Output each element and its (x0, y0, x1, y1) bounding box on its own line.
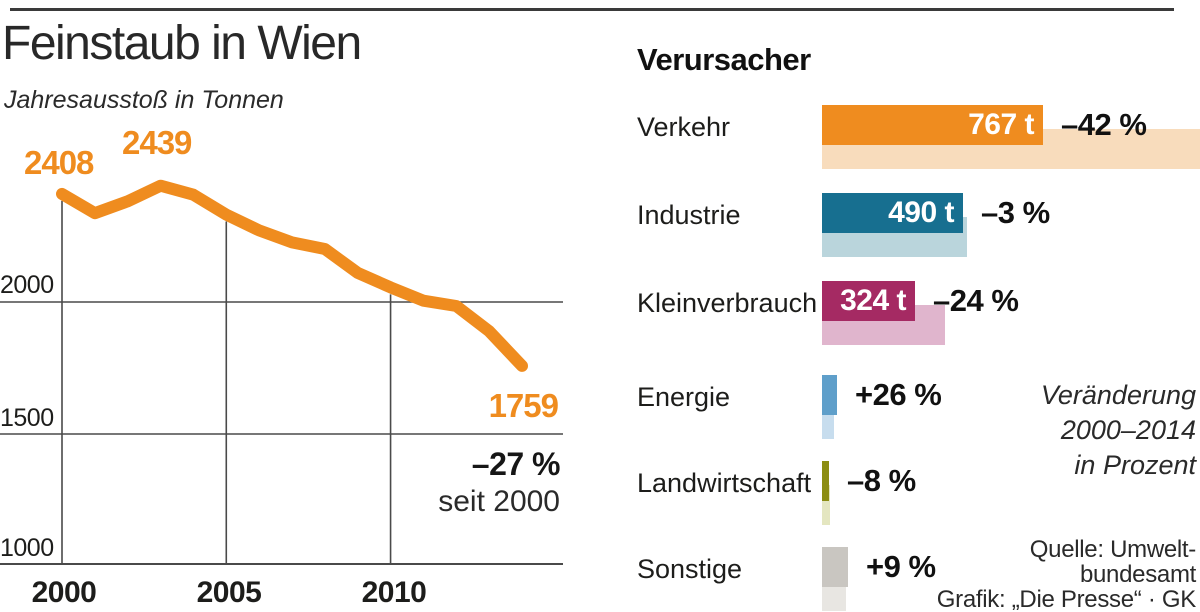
change-label: –27 % (471, 446, 561, 482)
cause-label: Energie (637, 382, 731, 412)
page-title: Feinstaub in Wien (2, 17, 362, 70)
source-line: Grafik: „Die Presse“ · GK (936, 586, 1197, 612)
chart-subtitle: Jahresausstoß in Tonnen (4, 86, 284, 114)
change-label: +26 % (855, 377, 942, 412)
change-sublabel: seit 2000 (438, 485, 560, 518)
data-point-label-2014: 1759 (488, 387, 559, 424)
legend-note-line: in Prozent (1074, 450, 1196, 480)
change-label: –24 % (933, 283, 1019, 318)
data-point-label-peak: 2439 (122, 124, 192, 161)
bar-value-label: 324 t (840, 284, 906, 317)
x-tick-label: 2000 (31, 576, 97, 609)
source-credit: Quelle: Umwelt- bundesamt Grafik: „Die P… (936, 536, 1197, 612)
bar-2014 (822, 375, 837, 415)
cause-label: Verkehr (637, 112, 731, 142)
bar-value-label: 490 t (888, 196, 954, 229)
cause-label: Industrie (637, 200, 741, 230)
legend-note-line: Veränderung (1040, 380, 1196, 410)
cause-label: Kleinverbrauch (637, 288, 818, 318)
bar-2014 (822, 547, 848, 587)
change-label: –3 % (981, 195, 1050, 230)
y-tick-label: 1000 (0, 534, 54, 562)
source-line: Quelle: Umwelt- (1029, 536, 1197, 563)
cause-label: Landwirtschaft (637, 468, 812, 498)
legend-note-line: 2000–2014 (1060, 415, 1196, 445)
x-tick-label: 2010 (361, 576, 427, 609)
change-label: –8 % (847, 463, 916, 498)
bar-2014: 490 t (822, 193, 963, 233)
x-tick-label: 2005 (196, 576, 262, 609)
legend-note: Veränderung 2000–2014 in Prozent (1041, 378, 1196, 483)
bar-2000 (822, 485, 830, 525)
bar-2014 (822, 461, 829, 501)
y-tick-label: 1500 (0, 404, 54, 432)
bar-2014: 767 t (822, 105, 1043, 145)
y-tick-label: 2000 (0, 271, 54, 299)
bar-chart-title: Verursacher (637, 42, 811, 77)
source-line: bundesamt (1079, 561, 1196, 588)
cause-label: Sonstige (637, 554, 743, 584)
data-point-label-2000: 2408 (24, 144, 94, 181)
bar-2014: 324 t (822, 281, 915, 321)
change-label: +9 % (866, 549, 936, 584)
change-label: –42 % (1061, 107, 1147, 142)
line-chart (0, 179, 563, 565)
top-rule (10, 8, 1174, 11)
bar-value-label: 767 t (968, 108, 1034, 141)
